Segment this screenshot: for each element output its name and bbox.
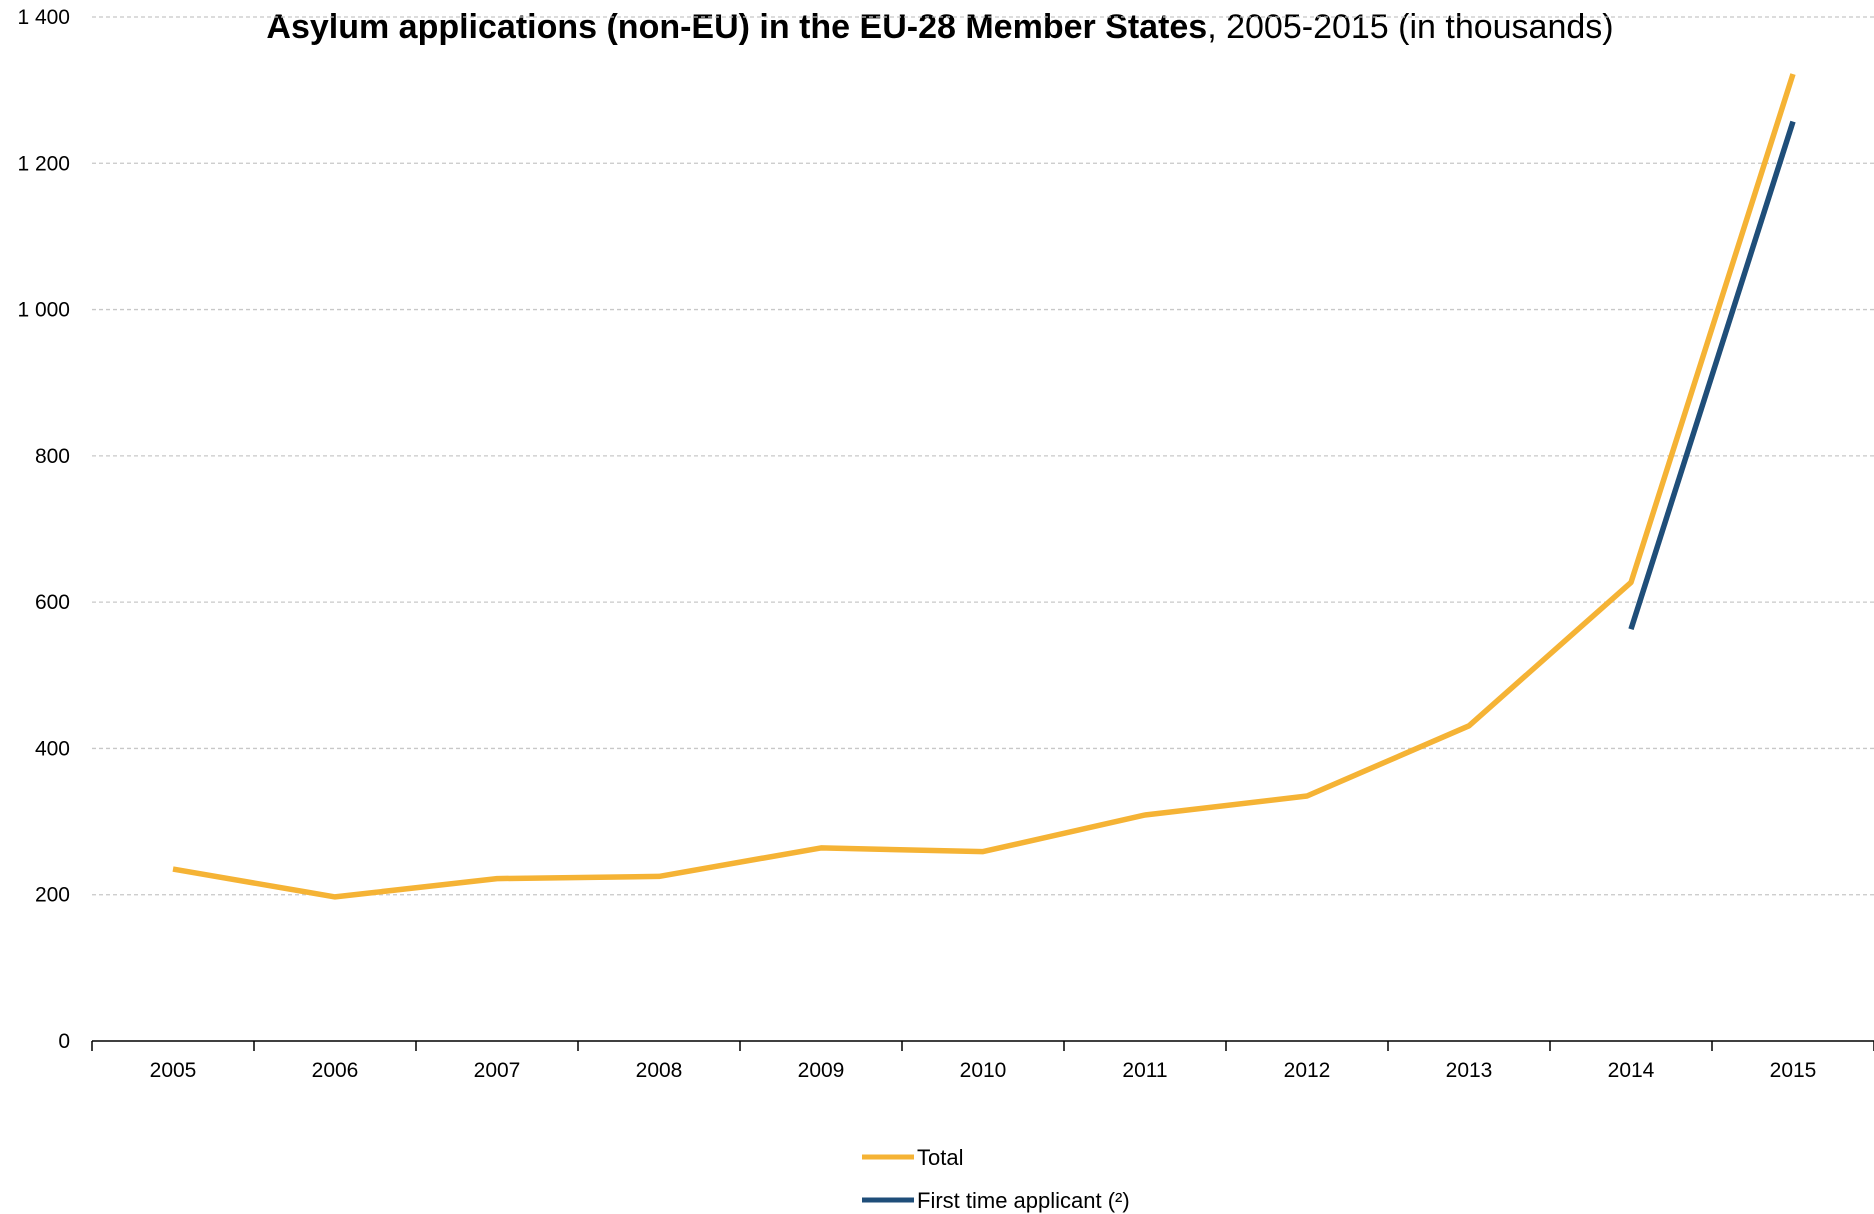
y-tick-label: 400 — [35, 737, 70, 760]
legend-label-first-time-applicant: First time applicant (²) — [917, 1188, 1130, 1213]
x-tick-label: 2008 — [636, 1059, 683, 1082]
y-tick-label: 800 — [35, 445, 70, 468]
x-tick-label: 2012 — [1284, 1059, 1331, 1082]
gridlines — [92, 16, 1874, 896]
y-tick-label: 1 000 — [17, 299, 70, 322]
x-axis: 2005 2006 2007 2008 2009 2010 2011 2012 2013 2014… — [91, 1040, 1874, 1082]
y-tick-label: 600 — [35, 591, 70, 614]
x-tick-label: 2007 — [474, 1059, 521, 1082]
chart-title-bold: Asylum applications (non-EU) in the EU-2… — [266, 8, 1207, 46]
y-tick-label: 1 200 — [17, 152, 70, 175]
x-tick-label: 2014 — [1608, 1059, 1655, 1082]
y-axis-ticks: 0 200 400 600 800 1 000 1 200 1 400 — [17, 6, 70, 1053]
series-line-first-time-applicant — [1628, 120, 1796, 631]
chart-title: Asylum applications (non-EU) in the EU-2… — [266, 8, 1613, 46]
x-tick-label: 2006 — [312, 1059, 359, 1082]
x-tick-label: 2005 — [150, 1059, 197, 1082]
x-tick-label: 2010 — [960, 1059, 1007, 1082]
chart-title-rest: , 2005-2015 (in thousands) — [1207, 8, 1613, 46]
y-tick-label: 0 — [58, 1030, 70, 1053]
series-line-total — [172, 73, 1796, 900]
x-tick-label: 2013 — [1446, 1059, 1493, 1082]
series-lines — [172, 73, 1796, 900]
legend-label-total: Total — [917, 1145, 963, 1170]
x-tick-label: 2015 — [1770, 1059, 1817, 1082]
y-tick-label: 200 — [35, 884, 70, 907]
x-tick-label: 2009 — [798, 1059, 845, 1082]
x-tick-label: 2011 — [1122, 1059, 1167, 1082]
legend: Total First time applicant (²) — [862, 1145, 1130, 1213]
y-tick-label: 1 400 — [17, 6, 70, 29]
